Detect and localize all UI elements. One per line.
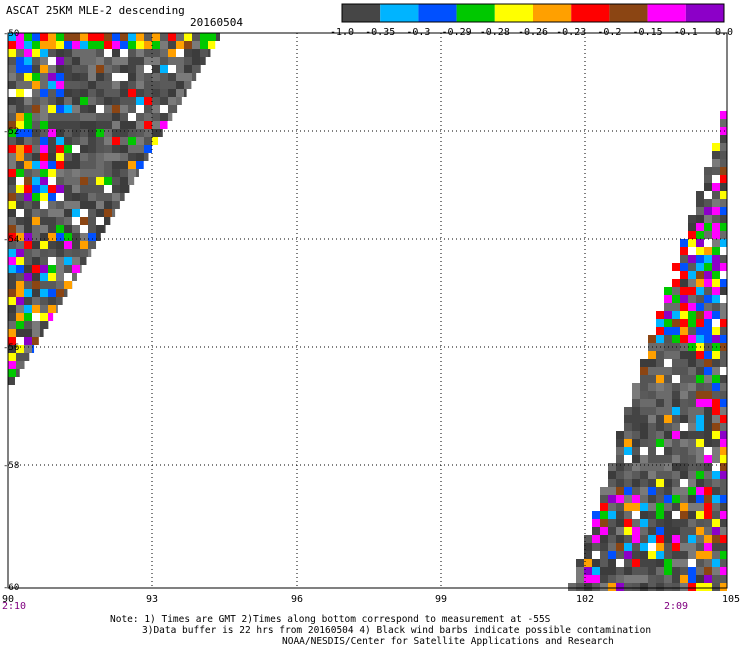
note-line-3: NOAA/NESDIS/Center for Satellite Applica… <box>282 636 614 647</box>
colorbar-label: 0.0 <box>715 27 733 38</box>
right-swath-pixels <box>568 111 727 591</box>
plot-frame <box>7 32 728 589</box>
y-tick-label: -56 <box>3 343 19 353</box>
colorbar-swatch <box>342 4 381 22</box>
colorbar-swatch <box>571 4 610 22</box>
note-line-2: 3)Data buffer is 22 hrs from 20160504 4)… <box>142 625 652 636</box>
y-tick-label: -52 <box>3 127 19 137</box>
x-tick-label: 96 <box>291 594 303 605</box>
footnotes: Note: 1) Times are GMT 2)Times along bot… <box>110 614 651 647</box>
note-line-1: Note: 1) Times are GMT 2)Times along bot… <box>110 614 551 625</box>
lat-lon-gridlines <box>8 33 727 588</box>
colorbar-swatch <box>685 4 724 22</box>
left-swath-pixels <box>8 33 220 385</box>
y-tick-label: -50 <box>3 29 19 39</box>
x-tick-label: 90 <box>2 594 14 605</box>
colorbar-label: -0.28 <box>480 27 510 38</box>
colorbar-label: -1.0 <box>330 27 354 38</box>
colorbar: -1.0 -0.35 -0.3 -0.29 -0.28 -0.26 -0.23 -0.2 -0.… <box>330 3 733 38</box>
colorbar-label: -0.2 <box>597 27 621 38</box>
colorbar-swatch <box>380 4 419 22</box>
colorbar-swatch <box>418 4 457 22</box>
colorbar-swatch <box>647 4 686 22</box>
y-tick-label: -58 <box>3 461 19 471</box>
colorbar-label: -0.3 <box>406 27 430 38</box>
colorbar-label: -0.15 <box>633 27 663 38</box>
y-tick-label: -54 <box>3 235 19 245</box>
colorbar-swatch <box>456 4 495 22</box>
colorbar-label: -0.26 <box>518 27 548 38</box>
chart-title: ASCAT 25KM MLE-2 descending <box>6 4 185 17</box>
time-label-right: 2:09 <box>664 601 688 612</box>
x-tick-label: 99 <box>435 594 447 605</box>
colorbar-label: -0.1 <box>674 27 698 38</box>
x-tick-label: 102 <box>576 594 594 605</box>
colorbar-label: -0.23 <box>556 27 586 38</box>
x-tick-label: 93 <box>146 594 158 605</box>
time-label-left: 2:10 <box>2 601 26 612</box>
colorbar-swatch <box>533 4 572 22</box>
colorbar-label: -0.29 <box>442 27 472 38</box>
x-tick-label: 105 <box>722 594 740 605</box>
x-tick-labels: 90 93 96 99 102 105 <box>2 594 740 605</box>
colorbar-labels: -1.0 -0.35 -0.3 -0.29 -0.28 -0.26 -0.23 -0.2 -0.… <box>330 27 733 38</box>
colorbar-label: -0.35 <box>365 27 395 38</box>
colorbar-swatch <box>494 4 533 22</box>
y-tick-label: -60 <box>3 583 19 593</box>
chart-date: 20160504 <box>190 16 243 29</box>
y-tick-labels: -50 -52 -54 -56 -58 -60 <box>3 29 19 593</box>
colorbar-swatch <box>609 4 648 22</box>
colorbar-swatches <box>341 3 725 23</box>
